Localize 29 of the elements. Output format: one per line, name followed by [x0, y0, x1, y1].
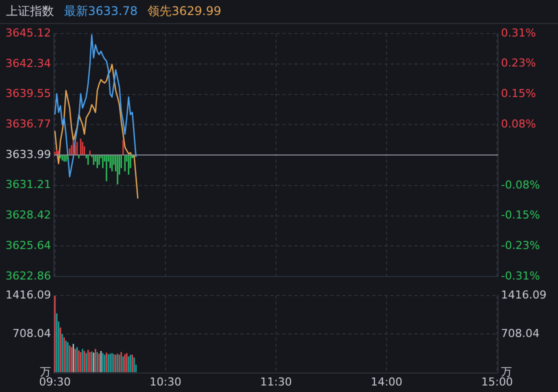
- x-tick-label: 14:00: [370, 375, 402, 388]
- y-tick-label: 1416.09: [6, 288, 51, 302]
- y2-tick-label: 0.23%: [501, 56, 536, 70]
- x-tick-label: 11:30: [260, 375, 292, 388]
- y2-tick-label: -0.15%: [501, 208, 540, 222]
- y2-tick-label: 0.15%: [501, 87, 536, 100]
- text: 最新3633.78: [64, 3, 138, 20]
- y2-tick-label: 0.08%: [501, 117, 536, 130]
- y-tick-label: 3642.34: [6, 56, 51, 70]
- y-tick-label: 3633.99: [6, 148, 51, 161]
- y2-tick-label: -0.08%: [501, 178, 540, 192]
- y-tick-label: 3625.64: [6, 238, 51, 252]
- y2-tick-label: 1416.09: [501, 288, 546, 302]
- y2-tick-label: 万: [501, 366, 512, 379]
- text: 领先3629.99: [148, 3, 222, 20]
- y2-tick-label: 708.04: [501, 327, 540, 340]
- y-tick-label: 708.04: [12, 327, 51, 340]
- x-tick-label: 10:30: [150, 375, 182, 388]
- y-tick-label: 万: [40, 366, 51, 379]
- y-tick-label: 3645.12: [6, 26, 51, 40]
- y2-tick-label: 0.31%: [501, 26, 536, 40]
- chart-title: 上证指数: [6, 3, 54, 20]
- y-tick-label: 3631.21: [6, 178, 51, 192]
- y2-tick-label: -0.23%: [501, 239, 540, 252]
- y-tick-label: 3628.42: [6, 208, 51, 222]
- y-tick-label: 3639.55: [6, 87, 51, 100]
- y2-tick-label: -0.31%: [501, 269, 540, 282]
- y-tick-label: 3622.86: [6, 269, 51, 282]
- y-tick-label: 3636.77: [6, 118, 51, 131]
